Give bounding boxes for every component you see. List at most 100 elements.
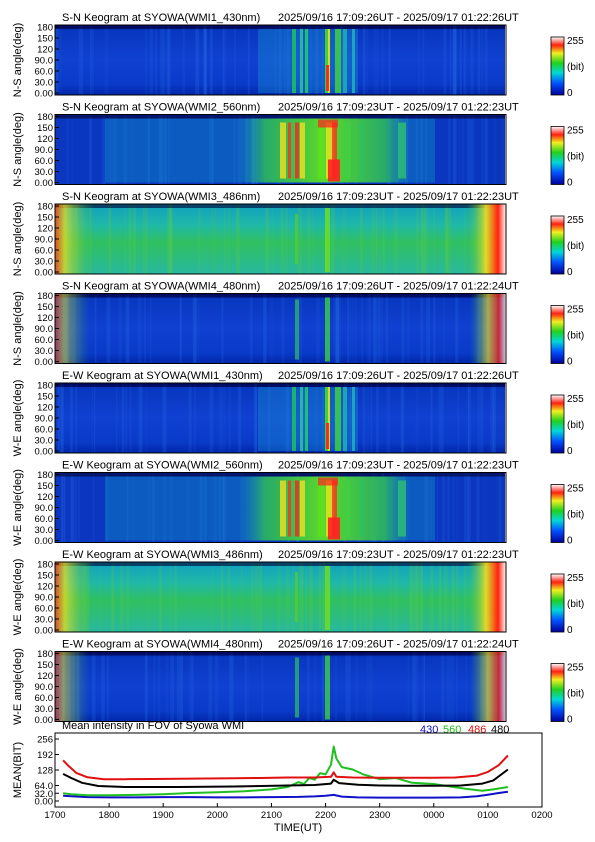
colorbar-max: 255 (567, 573, 584, 584)
x-tick-label: 2200 (315, 810, 336, 821)
keogram-panel: S-N Keogram at SYOWA(WMI3_486nm) 2025/09/… (12, 191, 584, 279)
angle-tick-label: 60.0 (35, 604, 54, 615)
keogram-panel: E-W Keogram at SYOWA(WMI4_480nm) 2025/09/… (12, 639, 584, 727)
angle-tick-label: 120 (37, 582, 53, 593)
angle-tick-label: 150 (37, 34, 53, 45)
angle-tick-label: 30.0 (35, 525, 54, 536)
angle-tick-label: 150 (37, 302, 53, 313)
panel-title: S-N Keogram at SYOWA(WMI4_480nm) (62, 281, 260, 293)
angle-tick-label: 90.0 (35, 235, 54, 246)
angle-tick-label: 0.00 (35, 178, 54, 189)
angle-tick-label: 0.00 (35, 715, 54, 726)
panel-title: S-N Keogram at SYOWA(WMI2_560nm) (62, 102, 260, 114)
x-tick-label: 2300 (369, 810, 390, 821)
x-tick-label: 2000 (207, 810, 228, 821)
angle-tick-label: 120 (37, 403, 53, 414)
angle-tick-label: 30.0 (35, 346, 54, 357)
angle-tick-label: 30.0 (35, 167, 54, 178)
angle-tick-label: 0.00 (35, 357, 54, 368)
colorbar-min: 0 (567, 715, 573, 726)
x-tick-label: 1800 (99, 810, 120, 821)
keogram-image (55, 293, 506, 364)
series-line-560 (62, 745, 509, 797)
colorbar-min: 0 (567, 446, 573, 457)
series-line-430 (63, 790, 509, 799)
colorbar-max: 255 (567, 394, 584, 405)
angle-tick-label: 90.0 (35, 682, 54, 693)
angle-tick-label: 180 (37, 23, 53, 34)
y-tick-label: 128 (37, 766, 53, 777)
angle-tick-label: 120 (37, 671, 53, 682)
panel-ylabel: W-E angle(deg) (12, 469, 24, 546)
panel-ylabel: N-S angle(deg) (12, 291, 24, 366)
x-tick-label: 1900 (153, 810, 174, 821)
keogram-panel: E-W Keogram at SYOWA(WMI2_560nm) 2025/09/… (12, 460, 584, 548)
colorbar: 255 (bit) 0 (550, 36, 584, 99)
angle-tick-label: 180 (37, 381, 53, 392)
angle-tick-label: 150 (37, 481, 53, 492)
angle-tick-label: 60.0 (35, 156, 54, 167)
panel-time-range: 2025/09/16 17:09:23UT - 2025/09/17 01:22… (278, 191, 519, 203)
keogram-image (55, 472, 506, 543)
colorbar-unit: (bit) (567, 241, 584, 252)
angle-tick-label: 60.0 (35, 246, 54, 257)
panel-time-range: 2025/09/16 17:09:23UT - 2025/09/17 01:22… (278, 460, 519, 472)
panel-ylabel: W-E angle(deg) (12, 559, 24, 636)
angle-tick-label: 120 (37, 224, 53, 235)
angle-tick-label: 180 (37, 560, 53, 571)
colorbar-max: 255 (567, 215, 584, 226)
colorbar-unit: (bit) (567, 599, 584, 610)
x-tick-label: 2100 (261, 810, 282, 821)
colorbar: 255 (bit) 0 (550, 215, 584, 278)
colorbar-min: 0 (567, 88, 573, 99)
keogram-image (55, 383, 506, 453)
angle-tick-label: 30.0 (35, 615, 54, 626)
colorbar-max: 255 (567, 305, 584, 316)
colorbar-min: 0 (567, 625, 573, 636)
colorbar-max: 255 (567, 484, 584, 495)
y-tick-label: 64.0 (35, 781, 54, 792)
x-tick-label: 0100 (477, 810, 498, 821)
panel-ylabel: W-E angle(deg) (12, 380, 24, 457)
angle-tick-label: 90.0 (35, 414, 54, 425)
series-line-486 (62, 754, 509, 781)
y-tick-label: 256 (37, 735, 53, 746)
angle-tick-label: 0.00 (35, 268, 54, 279)
colorbar-min: 0 (567, 178, 573, 189)
y-tick-label: 32.0 (35, 789, 54, 800)
panel-time-range: 2025/09/16 17:09:23UT - 2025/09/17 01:22… (278, 549, 519, 561)
angle-tick-label: 150 (37, 123, 53, 134)
angle-tick-label: 0.00 (35, 536, 54, 547)
angle-tick-label: 180 (37, 470, 53, 481)
angle-tick-label: 90.0 (35, 324, 54, 335)
x-axis-label: TIME(UT) (274, 822, 322, 834)
keogram-panel: S-N Keogram at SYOWA(WMI2_560nm) 2025/09/… (12, 102, 584, 190)
angle-tick-label: 180 (37, 291, 53, 302)
colorbar: 255 (bit) 0 (550, 663, 584, 726)
keogram-panel: E-W Keogram at SYOWA(WMI1_430nm) 2025/09/… (12, 370, 584, 458)
angle-tick-label: 30.0 (35, 704, 54, 715)
angle-tick-label: 150 (37, 571, 53, 582)
y-axis-label: MEAN(BIT) (12, 742, 24, 798)
angle-tick-label: 60.0 (35, 514, 54, 525)
x-tick-label: 1700 (44, 810, 65, 821)
keogram-panel: E-W Keogram at SYOWA(WMI3_486nm) 2025/09/… (12, 549, 584, 637)
panel-title: S-N Keogram at SYOWA(WMI1_430nm) (62, 12, 260, 24)
angle-tick-label: 30.0 (35, 78, 54, 89)
angle-tick-label: 60.0 (35, 335, 54, 346)
keogram-panel: S-N Keogram at SYOWA(WMI4_480nm) 2025/09/… (12, 281, 584, 369)
colorbar-min: 0 (567, 536, 573, 547)
panel-title: E-W Keogram at SYOWA(WMI3_486nm) (62, 549, 263, 561)
angle-tick-label: 150 (37, 213, 53, 224)
panel-time-range: 2025/09/16 17:09:26UT - 2025/09/17 01:22… (278, 639, 519, 651)
colorbar-min: 0 (567, 267, 573, 278)
angle-tick-label: 0.00 (35, 626, 54, 637)
keogram-panel: S-N Keogram at SYOWA(WMI1_430nm) 2025/09/… (12, 12, 584, 100)
colorbar: 255 (bit) 0 (550, 126, 584, 189)
keogram-image (55, 562, 506, 632)
angle-tick-label: 90.0 (35, 503, 54, 514)
colorbar-unit: (bit) (567, 510, 584, 521)
colorbar-unit: (bit) (567, 689, 584, 700)
angle-tick-label: 120 (37, 492, 53, 503)
colorbar-unit: (bit) (567, 420, 584, 431)
